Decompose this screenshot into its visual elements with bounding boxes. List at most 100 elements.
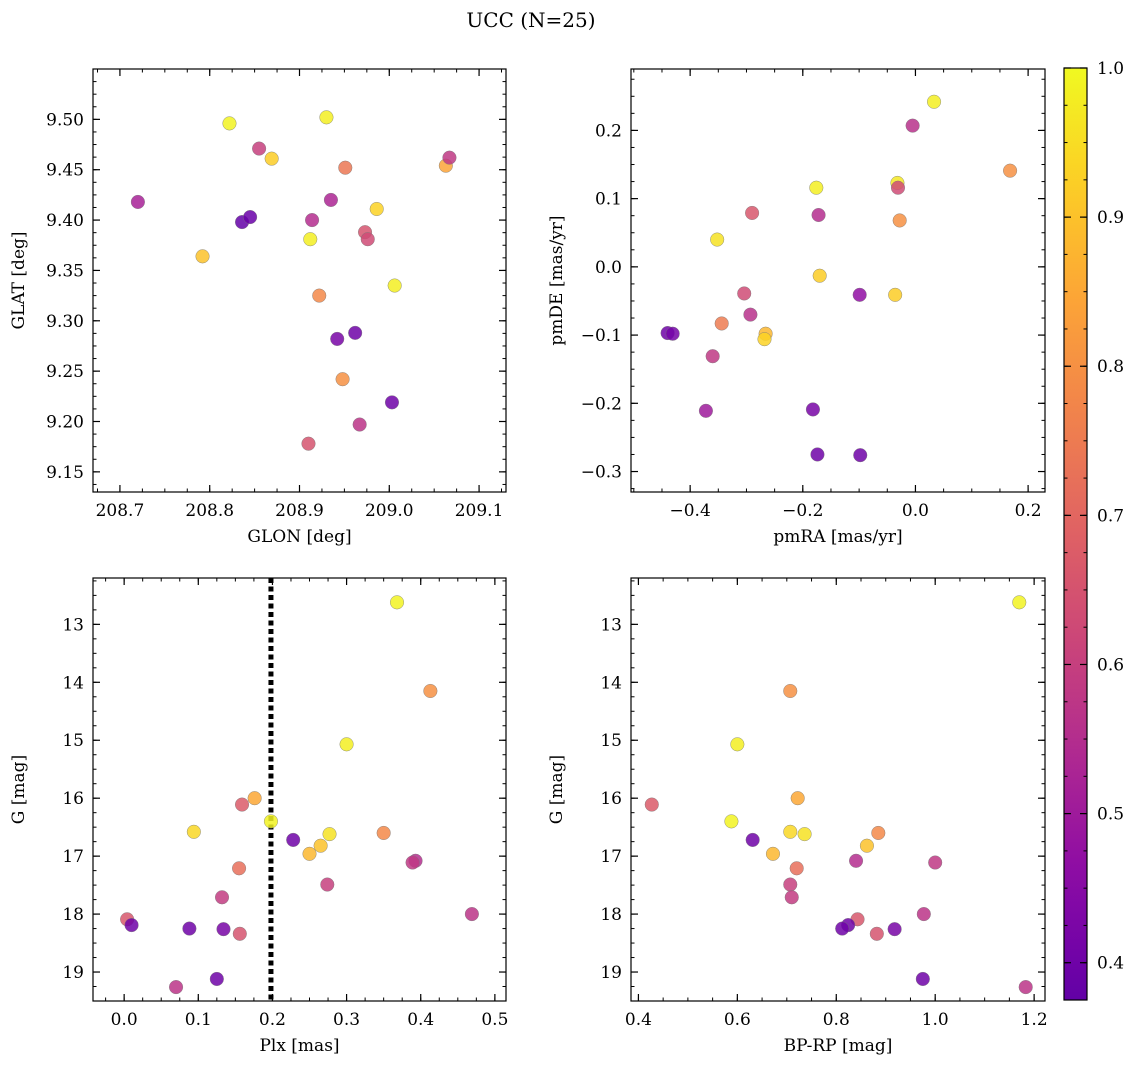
scatter-point bbox=[790, 791, 805, 806]
colorbar-tick-label: 1.0 bbox=[1097, 59, 1124, 79]
scatter-point bbox=[215, 890, 230, 905]
scatter-point bbox=[302, 846, 317, 861]
scatter-point bbox=[348, 325, 363, 340]
scatter-point bbox=[730, 737, 745, 752]
colorbar-tick-label: 0.4 bbox=[1097, 954, 1124, 974]
y-tick-label: 9.15 bbox=[46, 463, 84, 483]
x-tick-label: 1.2 bbox=[1021, 1010, 1048, 1030]
x-tick-label: 0.4 bbox=[407, 1010, 434, 1030]
scatter-point bbox=[724, 814, 739, 829]
scatter-point bbox=[1003, 163, 1018, 178]
scatter-point bbox=[745, 832, 760, 847]
y-tick-label: 9.35 bbox=[46, 261, 84, 281]
scatter-point bbox=[869, 926, 884, 941]
colorbar-tick-label: 0.5 bbox=[1097, 805, 1124, 825]
scatter-point bbox=[783, 683, 798, 698]
panel-top-right: −0.4 −0.2 0.0 0.2 −0.3 −0.2 −0.1 0.0 0.1 0.2 pmRA … bbox=[547, 68, 1046, 547]
y-axis-label: GLAT [deg] bbox=[9, 231, 29, 329]
scatter-point bbox=[811, 208, 826, 223]
scatter-point bbox=[369, 201, 384, 216]
scatter-point bbox=[423, 683, 438, 698]
y-tick-label: 14 bbox=[600, 673, 622, 693]
axis-ticks bbox=[631, 69, 1045, 492]
x-tick-label: −0.2 bbox=[782, 501, 823, 521]
scatter-point bbox=[890, 180, 905, 195]
colorbar-tick-label: 0.8 bbox=[1097, 357, 1124, 377]
x-tick-label: 209.1 bbox=[455, 501, 504, 521]
scatter-point bbox=[784, 890, 799, 905]
scatter-point bbox=[339, 737, 354, 752]
x-tick-label: −0.4 bbox=[670, 501, 711, 521]
scatter-point bbox=[916, 907, 931, 922]
scatter-point bbox=[853, 448, 868, 463]
scatter-point bbox=[252, 141, 267, 156]
x-tick-label: 0.4 bbox=[625, 1010, 652, 1030]
y-tick-label: 18 bbox=[62, 905, 84, 925]
scatter-point bbox=[305, 213, 320, 228]
scatter-point bbox=[330, 331, 345, 346]
y-tick-label: 19 bbox=[600, 963, 622, 983]
scatter-point bbox=[390, 595, 405, 610]
scatter-point bbox=[805, 402, 820, 417]
scatter-point bbox=[232, 926, 247, 941]
y-tick-label: −0.1 bbox=[581, 326, 622, 346]
y-tick-label: 9.20 bbox=[46, 413, 84, 433]
scatter-point bbox=[871, 825, 886, 840]
axes-frame bbox=[92, 68, 507, 493]
scatter-point bbox=[849, 853, 864, 868]
x-axis-label: pmRA [mas/yr] bbox=[773, 527, 902, 547]
colorbar-frame bbox=[1063, 67, 1088, 1001]
scatter-point bbox=[169, 980, 184, 995]
scatter-point bbox=[905, 118, 920, 133]
x-tick-label: 0.2 bbox=[259, 1010, 286, 1030]
axes-frame bbox=[630, 68, 1046, 493]
y-tick-label: 9.25 bbox=[46, 362, 84, 382]
scatter-points bbox=[660, 94, 1018, 463]
scatter-point bbox=[810, 447, 825, 462]
scatter-point bbox=[222, 116, 237, 131]
scatter-point bbox=[665, 326, 680, 341]
y-tick-label: 17 bbox=[600, 847, 622, 867]
colorbar-tick-label: 0.6 bbox=[1097, 655, 1124, 675]
x-tick-label: 0.8 bbox=[823, 1010, 850, 1030]
colorbar-gradient bbox=[1064, 68, 1087, 1000]
scatter-point bbox=[757, 332, 772, 347]
colorbar-tick-label: 0.9 bbox=[1097, 208, 1124, 228]
y-tick-label: 18 bbox=[600, 905, 622, 925]
y-tick-label: 19 bbox=[62, 963, 84, 983]
scatter-point bbox=[797, 827, 812, 842]
y-tick-label: 9.50 bbox=[46, 110, 84, 130]
scatter-point bbox=[130, 194, 145, 209]
x-tick-label: 0.6 bbox=[724, 1010, 751, 1030]
scatter-point bbox=[464, 907, 479, 922]
y-tick-label: 9.30 bbox=[46, 312, 84, 332]
x-tick-label: 208.8 bbox=[185, 501, 234, 521]
scatter-point bbox=[887, 922, 902, 937]
scatter-points bbox=[130, 110, 457, 451]
axis-ticks bbox=[631, 578, 1045, 1002]
scatter-point bbox=[783, 824, 798, 839]
x-axis-label: BP-RP [mag] bbox=[784, 1036, 893, 1056]
scatter-point bbox=[303, 232, 318, 247]
scatter-point bbox=[789, 861, 804, 876]
scatter-point bbox=[852, 287, 867, 302]
panel-top-left: 208.7 208.8 208.9 209.0 209.1 9.15 9.20 9.25 9.3… bbox=[9, 68, 507, 547]
colorbar-tick-label: 0.7 bbox=[1097, 506, 1124, 526]
x-axis-label: Plx [mas] bbox=[259, 1036, 339, 1056]
scatter-point bbox=[1018, 980, 1033, 995]
y-tick-label: 0.1 bbox=[595, 190, 622, 210]
scatter-point bbox=[263, 814, 278, 829]
scatter-point bbox=[247, 791, 262, 806]
scatter-point bbox=[335, 372, 350, 387]
scatter-points bbox=[120, 595, 479, 995]
scatter-points bbox=[644, 595, 1033, 995]
scatter-point bbox=[323, 192, 338, 207]
x-tick-label: 0.3 bbox=[333, 1010, 360, 1030]
y-tick-label: 0.2 bbox=[595, 121, 622, 141]
y-tick-label: 16 bbox=[62, 789, 84, 809]
scatter-point bbox=[888, 287, 903, 302]
x-tick-label: 1.0 bbox=[922, 1010, 949, 1030]
scatter-point bbox=[714, 316, 729, 331]
scatter-point bbox=[783, 877, 798, 892]
x-tick-label: 0.1 bbox=[185, 1010, 212, 1030]
